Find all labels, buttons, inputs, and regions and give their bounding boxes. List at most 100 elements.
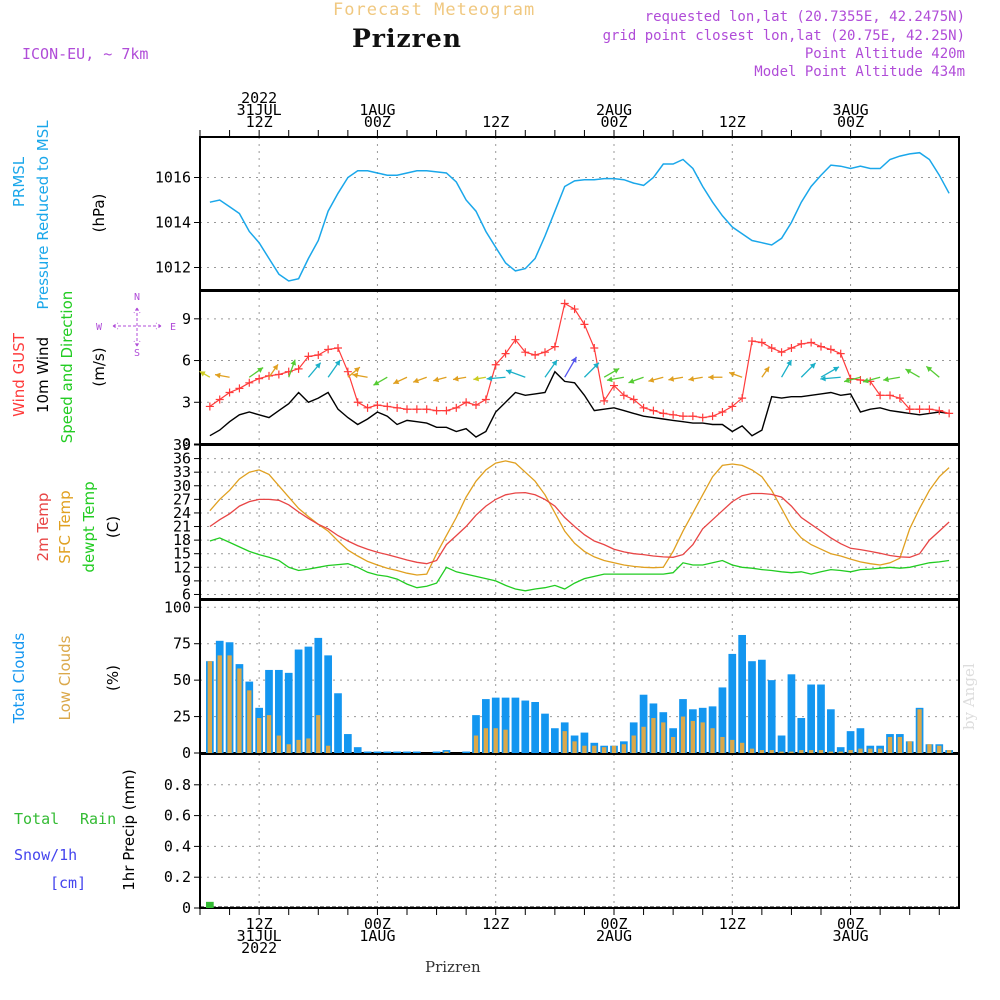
wind-arrow-head xyxy=(551,359,558,366)
total-cloud-bar xyxy=(353,747,362,753)
wind-arrow xyxy=(248,367,264,378)
time-label-top: 00Z xyxy=(600,113,627,131)
wind-arrow-head xyxy=(473,375,480,382)
total-cloud-bar xyxy=(265,669,273,753)
low-cloud-bar xyxy=(828,751,834,753)
low-cloud-bar xyxy=(611,745,617,753)
wind-arrow xyxy=(214,372,230,379)
total-cloud-bar xyxy=(846,731,855,753)
wind-arrow xyxy=(268,364,279,378)
time-label-bottom: 12Z xyxy=(482,915,509,933)
time-label-bottom: 31JUL xyxy=(237,927,282,945)
wind-arrow-head xyxy=(606,376,613,383)
compass-e: E xyxy=(170,322,176,333)
wind-arrow xyxy=(505,369,526,378)
gust-marker xyxy=(560,299,569,308)
low-cloud-bar xyxy=(247,690,252,753)
low-cloud-bar xyxy=(868,748,873,753)
gust-marker xyxy=(205,402,214,411)
wind-unit: (m/s) xyxy=(90,347,108,386)
low-cloud-bar xyxy=(720,736,725,753)
low-cloud-bar xyxy=(789,751,794,753)
total-cloud-bar xyxy=(807,684,815,753)
gust-marker xyxy=(708,412,717,421)
low-cloud-bar xyxy=(256,718,262,753)
wind-arrow xyxy=(564,356,578,378)
time-label-bottom: 2022 xyxy=(241,939,277,957)
total-cloud-bar xyxy=(294,649,303,753)
gust-marker xyxy=(550,342,559,351)
gust-marker xyxy=(679,412,687,421)
low-cloud-bar xyxy=(897,736,903,753)
time-label-top: 00Z xyxy=(837,113,864,131)
time-label-top: 2022 xyxy=(241,89,277,107)
panel-frame xyxy=(199,290,960,445)
gust-marker xyxy=(610,381,618,390)
wind-arrow xyxy=(433,376,447,383)
total-cloud-bar xyxy=(728,653,737,753)
low-cloud-bar xyxy=(661,722,666,753)
low-cloud-bar xyxy=(266,715,272,753)
gust-marker xyxy=(265,371,273,380)
gust-marker xyxy=(245,378,254,387)
wind-arrow-head xyxy=(883,376,889,383)
wind-arrow-head xyxy=(373,380,380,386)
gust-marker xyxy=(836,349,845,358)
y-tick-label: 18 xyxy=(173,531,191,549)
wind-arrow xyxy=(393,376,408,385)
gust-marker xyxy=(393,403,402,412)
gust-marker xyxy=(580,320,589,329)
total-cloud-bar xyxy=(363,751,372,753)
wind-arrow-head xyxy=(833,366,840,372)
low-cloud-bar xyxy=(621,744,627,753)
total-cloud-bar xyxy=(304,646,313,753)
wind-arrow-head xyxy=(688,376,695,382)
pressure-label-2: Pressure Reduced to MSL xyxy=(34,120,52,310)
y-tick-label: 75 xyxy=(173,635,191,653)
wind-arrow-head xyxy=(809,362,816,369)
gust-marker xyxy=(817,342,825,351)
time-label-top: 12Z xyxy=(246,113,273,131)
gust-marker xyxy=(343,367,352,376)
wind-arrow-head xyxy=(571,356,577,363)
low-cloud-bar xyxy=(690,720,696,753)
total-cloud-bar xyxy=(462,751,470,753)
total-cloud-bar xyxy=(767,680,776,753)
wind-gust-series xyxy=(209,302,950,419)
total-cloud-bar xyxy=(758,659,766,753)
gust-marker xyxy=(915,405,924,414)
wind-arrow xyxy=(603,367,620,378)
y-tick-label: 9 xyxy=(182,310,191,328)
wind-arrow xyxy=(473,375,486,382)
wind-label: 10m Wind xyxy=(34,337,52,413)
y-tick-label: 0.6 xyxy=(164,807,191,825)
wind-arrow xyxy=(199,370,211,378)
gust-marker xyxy=(886,391,894,400)
wind-arrow xyxy=(352,372,368,379)
wind-arrow xyxy=(307,362,322,378)
legend-cm: [cm] xyxy=(50,874,86,892)
wind-arrow xyxy=(628,376,644,384)
low-cloud-bar xyxy=(917,709,922,753)
wind-arrow-head xyxy=(613,368,620,374)
model-label: ICON-EU, ~ 7km xyxy=(22,45,149,63)
wind-arrow xyxy=(347,366,361,378)
gust-marker xyxy=(738,394,747,403)
precip-bar xyxy=(206,901,214,908)
total-cloud-bar xyxy=(383,751,392,753)
y-tick-label: 39 xyxy=(173,436,191,454)
total-cloud-bar xyxy=(501,697,510,753)
gust-marker xyxy=(215,395,224,404)
chart-subtitle: Forecast Meteogram xyxy=(333,0,536,20)
wind-arrow-head xyxy=(433,376,440,383)
wind-arrow-head xyxy=(708,374,714,381)
low-cloud-bar xyxy=(877,748,883,753)
wind-arrow xyxy=(327,359,341,378)
wind-arrow-head xyxy=(820,375,826,382)
low-cloud-bar xyxy=(670,736,676,753)
wind-arrow xyxy=(800,362,817,378)
wind-arrow xyxy=(761,366,770,378)
wind-arrow-head xyxy=(506,369,512,375)
gust-marker xyxy=(334,344,342,353)
